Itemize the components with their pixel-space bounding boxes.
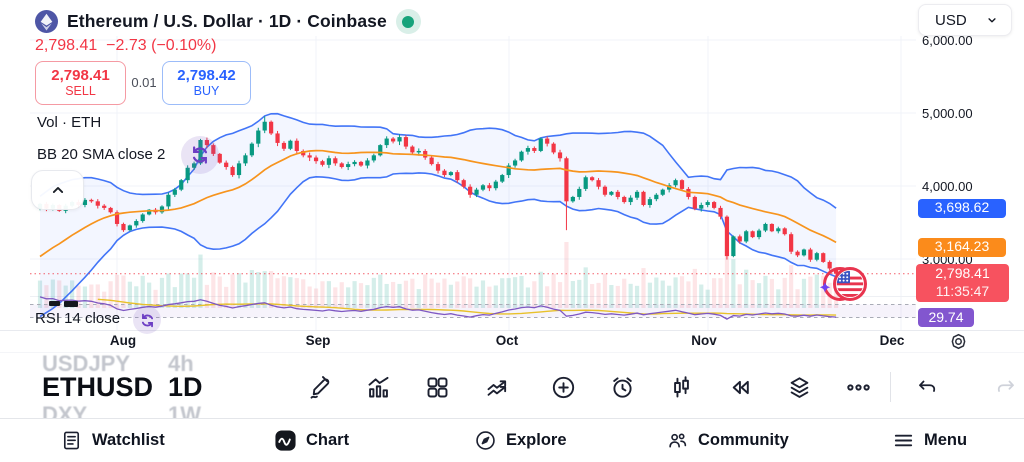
time-scale-label-aug: Aug bbox=[109, 333, 137, 348]
sell-label: SELL bbox=[65, 84, 96, 99]
nav-item-menu[interactable]: Menu bbox=[892, 419, 967, 462]
last-price-badge: 2,798.41 11:35:47 bbox=[916, 263, 1009, 302]
buy-button[interactable]: 2,798.42 BUY bbox=[162, 61, 251, 105]
currency-selector[interactable]: USD bbox=[918, 4, 1012, 36]
nav-item-explore[interactable]: Explore bbox=[474, 419, 567, 462]
layout-grid-icon[interactable] bbox=[416, 366, 458, 408]
bar-style-icon[interactable] bbox=[660, 366, 702, 408]
price-row: 2,798.41 −2.73 (−0.10%) bbox=[35, 37, 216, 55]
toolbar-divider bbox=[890, 372, 891, 402]
bb-basis-badge: 3,164.23 bbox=[918, 237, 1006, 257]
chart-icon bbox=[274, 429, 297, 452]
nav-label: Community bbox=[698, 431, 789, 449]
price-change-pct: (−0.10%) bbox=[151, 37, 217, 54]
last-price: 2,798.41 bbox=[35, 37, 98, 54]
market-status-dot bbox=[395, 9, 421, 34]
countdown-timer: 11:35:47 bbox=[935, 282, 990, 299]
nav-label: Chart bbox=[306, 431, 350, 449]
bottom-navigation: Watchlist Chart Explore Community Menu bbox=[0, 418, 1024, 462]
buy-label: BUY bbox=[193, 84, 220, 99]
community-icon bbox=[666, 429, 689, 452]
currency-value: USD bbox=[935, 11, 967, 29]
undo-icon[interactable] bbox=[906, 366, 948, 408]
alert-clock-icon[interactable] bbox=[601, 366, 643, 408]
nav-label: Menu bbox=[924, 431, 968, 449]
nav-label: Explore bbox=[506, 431, 567, 449]
time-scale-label-oct: Oct bbox=[495, 333, 519, 348]
bb-legend[interactable]: BB 20 SMA close 2 bbox=[37, 146, 166, 163]
bb-loading-spinner-icon bbox=[181, 136, 219, 174]
chevron-up-icon bbox=[52, 187, 63, 193]
last-price-value: 2,798.41 bbox=[935, 265, 990, 282]
spread-value: 0.01 bbox=[131, 75, 157, 90]
rsi-legend[interactable]: RSI 14 close bbox=[35, 310, 121, 327]
symbol-header: Ethereum / U.S. Dollar · 1D · Coinbase bbox=[35, 9, 421, 34]
price-change: −2.73 bbox=[106, 37, 147, 54]
pane-mark bbox=[49, 301, 60, 306]
sell-price: 2,798.41 bbox=[51, 67, 110, 85]
chevron-down-icon bbox=[985, 13, 999, 27]
rsi-value-badge: 29.74 bbox=[918, 308, 974, 328]
picker-row-usdjpy[interactable]: USDJPY 4h bbox=[42, 351, 194, 377]
more-options-icon[interactable] bbox=[837, 366, 879, 408]
draw-icon[interactable] bbox=[299, 366, 341, 408]
pane-mark bbox=[64, 301, 78, 307]
price-scale-label: 4,000.00 bbox=[922, 179, 973, 194]
menu-icon bbox=[892, 429, 915, 452]
indicators-icon[interactable] bbox=[357, 366, 399, 408]
picker-interval: 4h bbox=[168, 351, 194, 376]
redo-icon bbox=[984, 366, 1024, 408]
nav-item-watchlist[interactable]: Watchlist bbox=[60, 419, 165, 462]
sell-button[interactable]: 2,798.41 SELL bbox=[35, 61, 126, 105]
compare-icon[interactable] bbox=[476, 366, 518, 408]
collapse-pane-button[interactable] bbox=[31, 170, 84, 210]
picker-symbol: USDJPY bbox=[42, 351, 131, 376]
ethereum-logo-icon bbox=[35, 10, 58, 33]
object-tree-icon[interactable] bbox=[778, 366, 820, 408]
economic-event-marker[interactable] bbox=[814, 258, 878, 308]
sparkle-icon bbox=[819, 282, 831, 293]
rsi-loading-spinner-icon bbox=[133, 306, 161, 334]
volume-legend[interactable]: Vol · ETH bbox=[37, 114, 102, 131]
nav-label: Watchlist bbox=[92, 431, 165, 449]
picker-row-ethusd[interactable]: ETHUSD 1D bbox=[42, 372, 203, 403]
watchlist-icon bbox=[60, 429, 83, 452]
picker-symbol: ETHUSD bbox=[42, 372, 154, 402]
picker-interval: 1D bbox=[168, 372, 203, 402]
time-scale-label-nov: Nov bbox=[691, 333, 717, 348]
symbol-title[interactable]: Ethereum / U.S. Dollar · 1D · Coinbase bbox=[67, 11, 387, 31]
axis-settings-gear-icon[interactable] bbox=[945, 330, 971, 352]
buy-price: 2,798.42 bbox=[177, 67, 236, 85]
price-scale-label: 5,000.00 bbox=[922, 106, 973, 121]
replay-icon[interactable] bbox=[719, 366, 761, 408]
time-scale-label-sep: Sep bbox=[305, 333, 331, 348]
nav-item-community[interactable]: Community bbox=[666, 419, 789, 462]
time-scale-label-dec: Dec bbox=[879, 333, 905, 348]
nav-item-chart[interactable]: Chart bbox=[274, 419, 349, 462]
add-circle-icon[interactable] bbox=[542, 366, 584, 408]
price-scale-label: 6,000.00 bbox=[922, 33, 973, 48]
explore-icon bbox=[474, 429, 497, 452]
bb-upper-badge: 3,698.62 bbox=[918, 198, 1006, 218]
